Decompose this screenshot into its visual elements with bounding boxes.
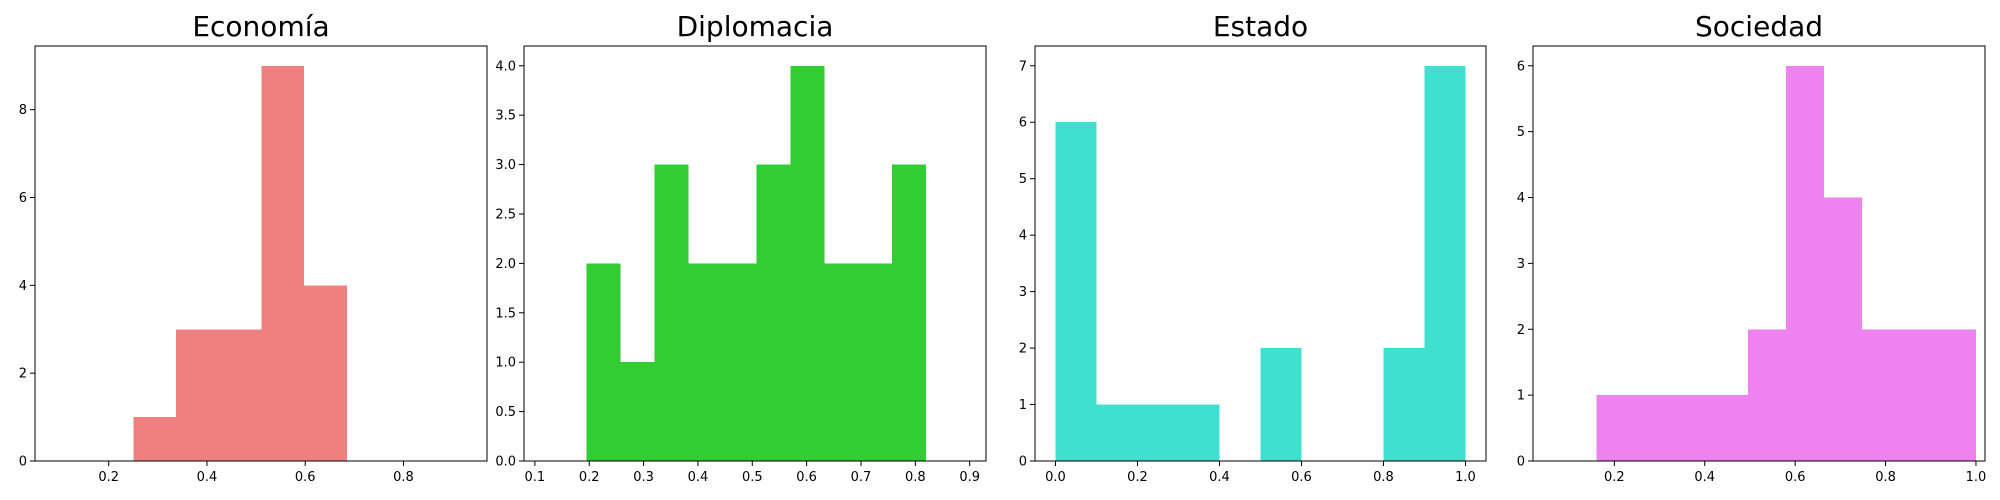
chart-title: Economía <box>192 10 329 43</box>
x-tick-label: 0.4 <box>1694 470 1715 485</box>
x-tick-label: 0.0 <box>1045 470 1066 485</box>
histogram-bar <box>1937 329 1976 461</box>
y-tick-label: 4.0 <box>495 59 516 74</box>
x-tick-label: 0.2 <box>1604 470 1625 485</box>
x-tick-label: 0.3 <box>633 470 654 485</box>
histogram-bar <box>586 263 621 461</box>
histogram-bar <box>1824 197 1863 461</box>
histogram-bar <box>654 164 689 462</box>
histogram-bar <box>688 263 723 461</box>
histogram-bar <box>1672 395 1711 461</box>
x-tick-label: 0.8 <box>905 470 926 485</box>
y-tick-label: 1 <box>1517 389 1525 404</box>
histogram-bar <box>790 65 825 461</box>
histogram-bar <box>1055 122 1097 461</box>
histogram-bar <box>1634 395 1673 461</box>
x-tick-label: 0.2 <box>98 470 119 485</box>
y-tick-label: 7 <box>1019 59 1027 74</box>
histogram-bar <box>1096 404 1138 461</box>
histogram-bar <box>1710 395 1749 461</box>
x-tick-label: 0.2 <box>579 470 600 485</box>
histogram-bar <box>1900 329 1938 461</box>
chart-title: Sociedad <box>1695 10 1823 43</box>
histogram-bar <box>1748 329 1787 461</box>
plot-frame <box>1034 45 1487 462</box>
y-tick-label: 0 <box>1019 455 1027 470</box>
x-tick-label: 0.7 <box>851 470 872 485</box>
x-tick-label: 0.6 <box>1291 470 1312 485</box>
chart-panel-2: Diplomacia 0.1 0.2 0.3 0.4 0.5 0.6 0.7 0.8 0.9 0.0… <box>495 10 987 485</box>
plot-frame <box>523 45 987 462</box>
y-tick-label: 0 <box>19 455 27 470</box>
x-tick-label: 0.6 <box>796 470 817 485</box>
y-tick-label: 4 <box>19 279 27 294</box>
chart-title: Diplomacia <box>677 10 834 43</box>
histogram-bar <box>824 263 859 461</box>
x-tick-label: 0.5 <box>742 470 763 485</box>
histogram-bar <box>620 362 655 461</box>
y-tick-label: 0.0 <box>495 455 516 470</box>
histogram-bar <box>756 164 791 462</box>
y-tick-label: 3.0 <box>495 158 516 173</box>
x-tick-label: 0.2 <box>1127 470 1148 485</box>
y-tick-label: 4 <box>1517 191 1525 206</box>
x-tick-label: 1.0 <box>1455 470 1476 485</box>
histogram-bar <box>1424 65 1466 461</box>
histogram-bar <box>1596 395 1635 461</box>
y-tick-label: 0.5 <box>495 405 516 420</box>
y-tick-label: 6 <box>19 191 27 206</box>
histogram-bar <box>1260 348 1302 461</box>
chart-panel-4: Sociedad 0.2 0.4 0.6 0.8 1.0 0 1 2 3 4 5 6 <box>1517 10 1987 485</box>
histogram-bar <box>1137 404 1179 461</box>
chart-title: Estado <box>1213 10 1308 43</box>
x-tick-label: 0.6 <box>1785 470 1806 485</box>
y-tick-label: 6 <box>1019 116 1027 131</box>
x-tick-label: 1.0 <box>1966 470 1987 485</box>
plot-frame <box>34 45 488 462</box>
histogram-bar <box>858 263 893 461</box>
y-tick-label: 3 <box>1019 285 1027 300</box>
histogram-bar <box>218 329 262 461</box>
plot-frame <box>1532 45 1986 462</box>
y-tick-label: 2.0 <box>495 257 516 272</box>
y-tick-label: 3 <box>1517 257 1525 272</box>
histogram-bar <box>1383 348 1425 461</box>
histogram-bar <box>1862 329 1901 461</box>
x-tick-label: 0.6 <box>295 470 316 485</box>
y-tick-label: 8 <box>19 103 27 118</box>
x-tick-label: 0.1 <box>525 470 546 485</box>
histogram-bar <box>176 329 219 461</box>
chart-panel-1: Economía 0.2 0.4 0.6 0.8 0 2 4 6 8 <box>19 10 488 485</box>
x-tick-label: 0.4 <box>688 470 709 485</box>
y-tick-label: 5 <box>1517 125 1525 140</box>
y-tick-label: 1 <box>1019 398 1027 413</box>
y-tick-label: 1.5 <box>495 306 516 321</box>
x-tick-label: 0.8 <box>393 470 414 485</box>
y-tick-label: 3.5 <box>495 109 516 124</box>
y-tick-label: 1.0 <box>495 356 516 371</box>
y-tick-label: 2 <box>1019 342 1027 357</box>
y-tick-label: 6 <box>1517 59 1525 74</box>
y-tick-label: 5 <box>1019 172 1027 187</box>
histogram-bar <box>892 164 927 462</box>
y-tick-label: 4 <box>1019 229 1027 244</box>
histogram-bar <box>1786 65 1825 461</box>
chart-panel-3: Estado 0.0 0.2 0.4 0.6 0.8 1.0 0 1 2 3 4 5 6 7 <box>1019 10 1487 485</box>
histogram-bar <box>261 65 305 461</box>
x-tick-label: 0.9 <box>959 470 980 485</box>
histogram-bar <box>304 285 347 461</box>
x-tick-label: 0.8 <box>1373 470 1394 485</box>
histogram-bar <box>1178 404 1220 461</box>
y-tick-label: 2 <box>19 367 27 382</box>
y-tick-label: 2 <box>1517 323 1525 338</box>
y-tick-label: 2.5 <box>495 207 516 222</box>
x-tick-label: 0.8 <box>1875 470 1896 485</box>
y-tick-label: 0 <box>1517 455 1525 470</box>
x-tick-label: 0.4 <box>197 470 218 485</box>
histogram-bar <box>722 263 757 461</box>
histogram-bar <box>133 417 177 461</box>
x-tick-label: 0.4 <box>1209 470 1230 485</box>
